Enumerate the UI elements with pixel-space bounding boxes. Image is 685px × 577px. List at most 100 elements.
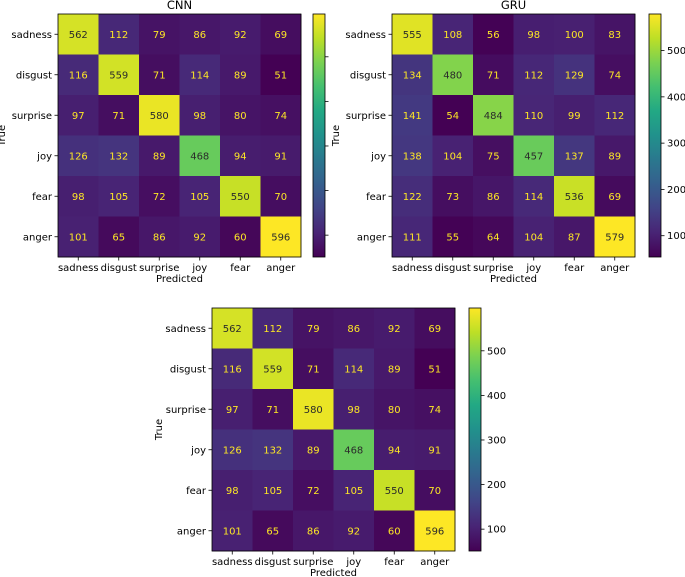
heatmap-cell <box>554 54 595 96</box>
heatmap-cell <box>252 308 294 349</box>
cell-value-label: 60 <box>234 232 247 243</box>
cell-value-label: 92 <box>193 232 206 243</box>
y-tick-label: joy <box>370 151 386 162</box>
cell-value-label: 71 <box>487 70 500 81</box>
cell-value-label: 98 <box>72 192 85 203</box>
cell-value-label: 126 <box>223 445 242 456</box>
cell-value-label: 138 <box>403 151 422 162</box>
heatmap-cell <box>293 308 334 349</box>
cell-value-label: 562 <box>223 324 242 335</box>
heatmap-cell <box>414 470 456 511</box>
heatmap-cell <box>392 216 433 258</box>
cell-value-label: 89 <box>307 445 320 456</box>
cell-value-label: 559 <box>109 70 128 81</box>
heatmap-cell <box>374 308 415 349</box>
heatmap-cell <box>212 429 253 471</box>
heatmap-cell <box>220 95 261 136</box>
x-tick-label: sadness <box>58 263 99 274</box>
cell-value-label: 65 <box>112 232 125 243</box>
cell-value-label: 562 <box>69 30 88 41</box>
heatmap-cell <box>513 95 555 136</box>
cell-value-label: 89 <box>388 364 401 375</box>
cell-value-label: 134 <box>403 70 422 81</box>
heatmap-cell <box>293 389 334 430</box>
axes-frame <box>211 307 456 552</box>
cell-value-label: 97 <box>226 405 239 416</box>
cell-value-label: 98 <box>226 486 239 497</box>
y-tick-label: surprise <box>346 111 386 122</box>
heatmap-cell <box>414 510 456 552</box>
cell-value-label: 73 <box>446 192 459 203</box>
heatmap-cell <box>594 135 636 177</box>
y-tick-label: sadness <box>165 324 206 335</box>
heatmap-cell <box>212 470 253 511</box>
cell-value-label: 79 <box>307 324 320 335</box>
heatmap-cell <box>252 429 294 471</box>
cell-value-label: 89 <box>234 70 247 81</box>
cell-value-label: 596 <box>271 232 290 243</box>
heatmap-cell <box>179 135 221 177</box>
cell-value-label: 114 <box>190 70 209 81</box>
x-tick-label: joy <box>191 263 207 274</box>
cell-value-label: 83 <box>608 30 621 41</box>
cell-value-label: 550 <box>385 486 404 497</box>
x-axis-label: Predicted <box>156 274 203 285</box>
cell-value-label: 101 <box>69 232 88 243</box>
heatmap-cell <box>58 135 99 177</box>
heatmap-panel-1: 562 112 79 86 92 69 116 559 71 114 89 51 97 71 580 98 80… <box>0 0 329 285</box>
cell-value-label: 92 <box>388 324 401 335</box>
cell-value-label: 94 <box>388 445 401 456</box>
cell-value-label: 98 <box>347 405 360 416</box>
heatmap-cell <box>260 216 302 258</box>
cell-value-label: 536 <box>565 192 584 203</box>
heatmap-cell <box>594 95 636 136</box>
axes-frame <box>57 13 302 258</box>
cell-value-label: 480 <box>443 70 462 81</box>
heatmap-cell <box>58 176 99 217</box>
cell-value-label: 550 <box>231 192 250 203</box>
cell-value-label: 86 <box>307 526 320 537</box>
y-axis-label: True <box>0 125 8 147</box>
heatmap-cell <box>252 470 294 511</box>
heatmap-cell <box>432 216 474 258</box>
heatmap-cell <box>179 14 221 55</box>
heatmap-cell <box>179 95 221 136</box>
panel-title: CNN <box>167 0 192 12</box>
heatmap-cell <box>252 389 294 430</box>
x-tick-label: surprise <box>293 557 333 568</box>
heatmap-cell <box>432 135 474 177</box>
heatmap-cell <box>594 54 636 96</box>
cell-value-label: 110 <box>524 111 543 122</box>
cell-value-label: 116 <box>69 70 88 81</box>
heatmap-cell <box>58 216 99 258</box>
heatmap-cell <box>554 135 595 177</box>
x-tick-label: fear <box>564 263 585 274</box>
colorbar-tick-label: 300 <box>667 139 685 150</box>
heatmap-cell <box>392 54 433 96</box>
heatmap-cell <box>333 389 375 430</box>
heatmap-cell <box>212 389 253 430</box>
heatmap-cell <box>594 14 636 55</box>
heatmap-cell <box>333 510 375 552</box>
cell-value-label: 89 <box>608 151 621 162</box>
cell-value-label: 86 <box>487 192 500 203</box>
heatmap-cell <box>374 389 415 430</box>
heatmap-cell <box>374 470 415 511</box>
heatmap-cell <box>513 135 555 177</box>
heatmap-cell <box>333 470 375 511</box>
heatmap-cell <box>554 95 595 136</box>
cell-value-label: 112 <box>263 324 282 335</box>
heatmap-cell <box>554 216 595 258</box>
cell-value-label: 71 <box>112 111 125 122</box>
cell-value-label: 54 <box>446 111 459 122</box>
cell-value-label: 75 <box>487 151 500 162</box>
cell-value-label: 72 <box>307 486 320 497</box>
cell-value-label: 92 <box>347 526 360 537</box>
y-tick-label: anger <box>23 232 53 243</box>
heatmap-cell <box>252 510 294 552</box>
heatmap-cell <box>220 216 261 258</box>
cell-value-label: 91 <box>274 151 287 162</box>
colorbar-tick-label: 200 <box>667 185 685 196</box>
x-axis-label: Predicted <box>310 568 357 577</box>
heatmap-cell <box>414 389 456 430</box>
